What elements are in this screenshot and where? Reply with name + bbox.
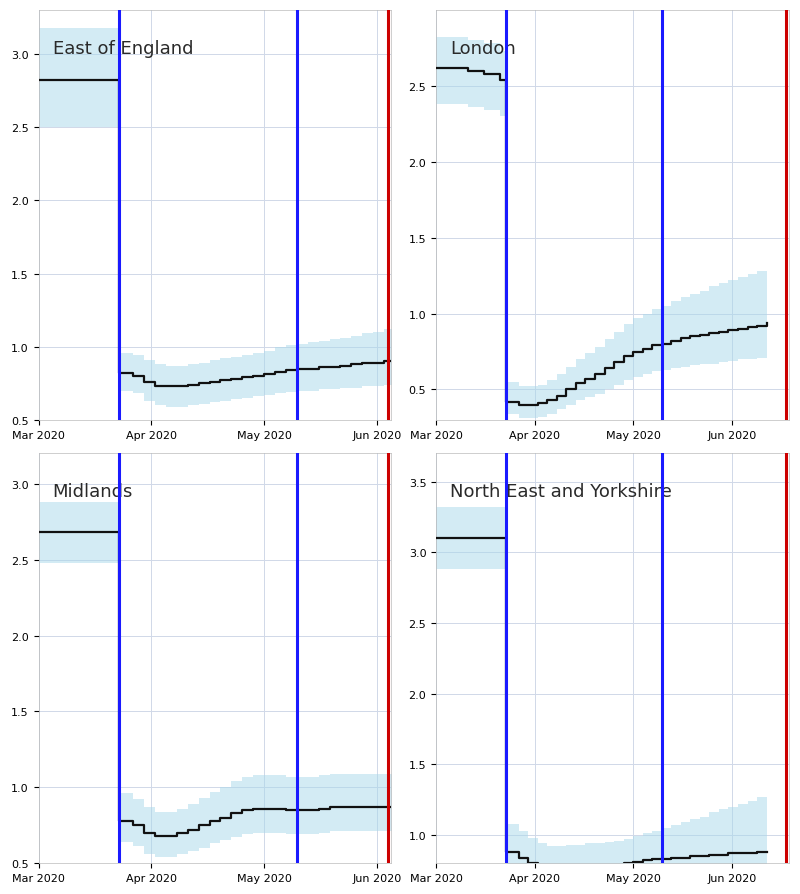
Text: North East and Yorkshire: North East and Yorkshire	[450, 483, 672, 501]
Text: Midlands: Midlands	[53, 483, 133, 501]
Text: London: London	[450, 39, 516, 58]
Text: East of England: East of England	[53, 39, 193, 58]
